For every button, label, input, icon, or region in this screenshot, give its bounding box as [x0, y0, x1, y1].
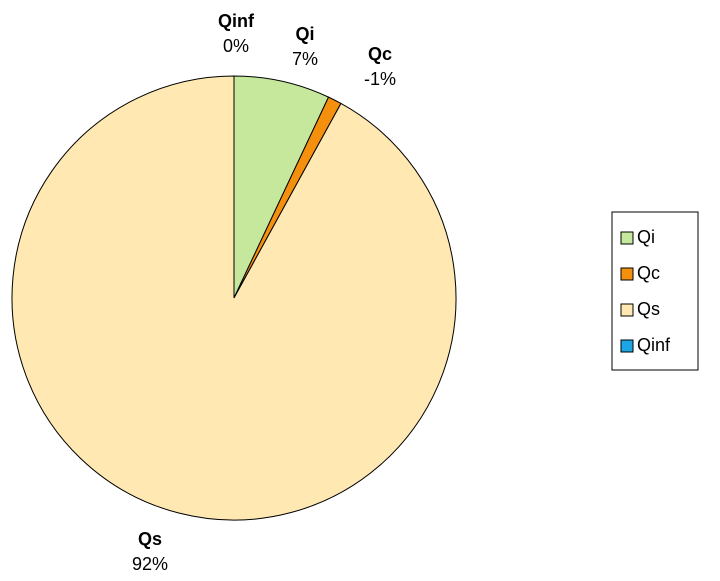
legend-label: Qc [637, 263, 660, 283]
slice-value: 0% [223, 36, 249, 56]
slice-name: Qi [295, 24, 314, 44]
legend-label: Qs [637, 299, 660, 319]
slice-value: 92% [132, 554, 168, 574]
slice-name: Qc [368, 44, 392, 64]
pie-slice [11, 75, 457, 521]
slice-value: -1% [364, 69, 396, 89]
slice-value: 7% [292, 49, 318, 69]
legend-label: Qinf [637, 335, 671, 355]
slice-name: Qinf [218, 11, 255, 31]
legend-label: Qi [637, 227, 655, 247]
legend-swatch [620, 339, 634, 353]
legend-swatch [620, 231, 634, 245]
legend-swatch [620, 267, 634, 281]
slice-name: Qs [138, 529, 162, 549]
legend-swatch [620, 303, 634, 317]
